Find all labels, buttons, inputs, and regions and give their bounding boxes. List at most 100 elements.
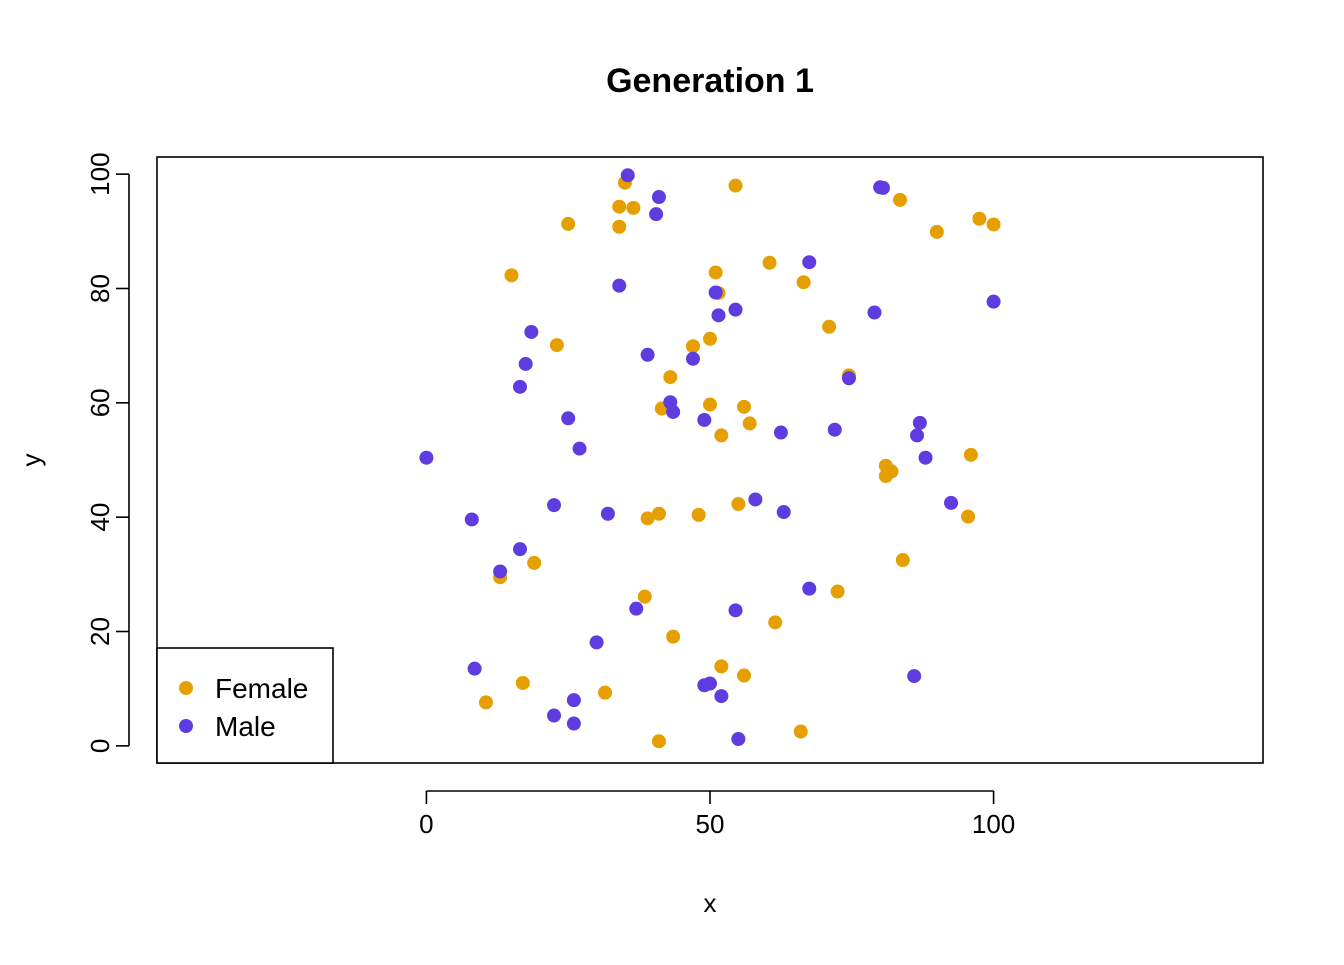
data-point-male bbox=[666, 404, 681, 419]
data-point-female bbox=[703, 397, 717, 412]
data-point-male bbox=[512, 379, 527, 394]
data-point-male bbox=[731, 731, 746, 746]
data-point-female bbox=[737, 399, 752, 414]
data-point-male bbox=[708, 285, 723, 300]
x-tick-label: 0 bbox=[419, 809, 433, 839]
data-point-male bbox=[697, 412, 712, 427]
data-point-male bbox=[561, 411, 576, 426]
data-point-male bbox=[728, 603, 743, 618]
data-point-male bbox=[986, 294, 1001, 309]
data-point-female bbox=[895, 553, 910, 568]
data-point-female bbox=[830, 584, 845, 599]
data-point-female bbox=[515, 675, 530, 690]
data-point-male bbox=[714, 689, 729, 704]
data-point-female bbox=[663, 370, 678, 385]
data-point-female bbox=[714, 428, 729, 443]
data-point-male bbox=[464, 512, 479, 527]
data-point-male bbox=[703, 676, 717, 691]
y-tick-label: 60 bbox=[85, 388, 115, 417]
data-point-male bbox=[776, 505, 791, 520]
data-point-male bbox=[685, 351, 700, 366]
data-point-male bbox=[912, 415, 927, 430]
data-point-male bbox=[524, 324, 539, 339]
data-point-female bbox=[728, 178, 743, 193]
x-axis-label: x bbox=[704, 888, 717, 918]
legend-label-female: Female bbox=[215, 673, 308, 704]
data-point-male bbox=[512, 542, 527, 557]
y-tick-label: 80 bbox=[85, 274, 115, 303]
data-point-female bbox=[478, 695, 493, 710]
x-axis: 0 50 100 bbox=[419, 790, 1015, 839]
data-point-female bbox=[612, 199, 627, 214]
data-point-male bbox=[748, 492, 763, 507]
data-point-male bbox=[841, 371, 856, 386]
data-point-female bbox=[963, 447, 978, 462]
data-point-male bbox=[419, 450, 434, 465]
data-point-female bbox=[527, 555, 542, 570]
data-point-female bbox=[685, 339, 700, 354]
chart-title: Generation 1 bbox=[606, 62, 814, 100]
data-point-female bbox=[549, 338, 564, 353]
data-point-female bbox=[972, 211, 987, 226]
data-point-male bbox=[566, 693, 581, 708]
plot-frame bbox=[156, 156, 1264, 764]
data-point-male bbox=[589, 635, 604, 650]
data-point-female bbox=[640, 511, 655, 526]
data-point-female bbox=[612, 219, 627, 234]
data-point-male bbox=[651, 190, 666, 205]
data-point-male bbox=[918, 450, 933, 465]
data-point-female bbox=[929, 224, 944, 239]
y-tick-label: 0 bbox=[85, 739, 115, 753]
y-axis-label: y bbox=[16, 454, 46, 467]
data-point-female bbox=[893, 192, 908, 207]
data-point-male bbox=[612, 278, 627, 293]
data-point-female bbox=[651, 506, 666, 521]
data-point-female bbox=[737, 668, 752, 683]
data-point-female bbox=[708, 265, 723, 280]
data-point-female bbox=[504, 268, 519, 283]
data-point-male bbox=[547, 498, 562, 513]
data-point-male bbox=[802, 581, 817, 596]
data-point-female bbox=[637, 589, 652, 604]
y-tick-label: 20 bbox=[85, 617, 115, 646]
data-point-male bbox=[467, 661, 482, 676]
data-point-female bbox=[822, 319, 837, 334]
data-point-female bbox=[598, 685, 613, 700]
data-point-female bbox=[561, 216, 576, 231]
data-point-female bbox=[731, 497, 746, 512]
data-point-male bbox=[566, 716, 581, 731]
data-point-male bbox=[629, 601, 644, 616]
data-point-male bbox=[944, 495, 959, 510]
data-point-female bbox=[691, 507, 706, 522]
data-point-male bbox=[649, 207, 664, 222]
points-layer bbox=[419, 168, 1001, 749]
data-point-male bbox=[547, 708, 562, 723]
y-tick-label: 100 bbox=[85, 152, 115, 195]
data-point-female bbox=[878, 469, 893, 484]
data-point-female bbox=[796, 275, 811, 290]
data-point-male bbox=[910, 428, 925, 443]
data-point-male bbox=[773, 425, 788, 440]
data-point-male bbox=[875, 180, 890, 195]
data-point-male bbox=[827, 422, 842, 437]
data-point-female bbox=[793, 724, 808, 739]
data-point-female bbox=[768, 615, 783, 630]
data-point-female bbox=[961, 509, 976, 524]
data-point-male bbox=[518, 356, 533, 371]
legend-marker-female bbox=[179, 681, 193, 695]
data-point-female bbox=[986, 217, 1001, 232]
data-point-female bbox=[651, 734, 666, 749]
legend-label-male: Male bbox=[215, 711, 276, 742]
y-tick-label: 40 bbox=[85, 503, 115, 532]
data-point-female bbox=[626, 200, 641, 215]
data-point-female bbox=[714, 659, 729, 674]
x-tick-label: 50 bbox=[696, 809, 725, 839]
data-point-male bbox=[907, 669, 922, 684]
data-point-male bbox=[572, 441, 587, 456]
legend: Female Male bbox=[156, 647, 334, 764]
data-point-male bbox=[620, 168, 635, 183]
data-point-male bbox=[711, 308, 726, 323]
data-point-female bbox=[742, 416, 757, 431]
